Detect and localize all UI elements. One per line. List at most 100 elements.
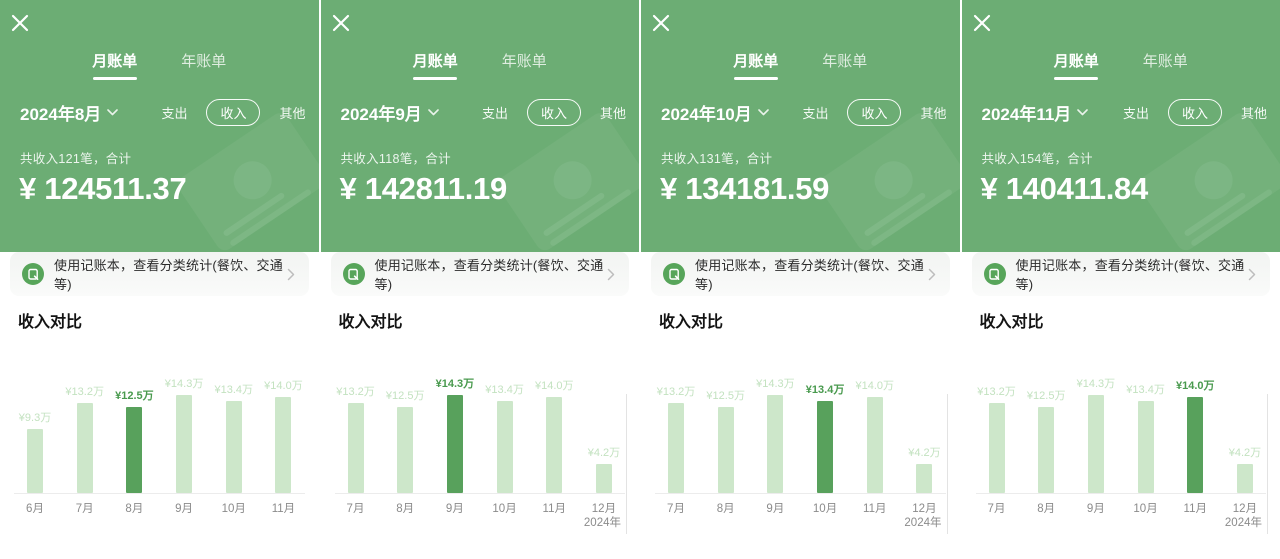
filter-other[interactable]: 其他 bbox=[599, 106, 626, 121]
close-icon[interactable] bbox=[972, 13, 992, 33]
bar: ¥14.3万 bbox=[165, 378, 203, 493]
chart-bar-group[interactable]: ¥13.2万 7月 bbox=[62, 358, 108, 515]
close-icon[interactable] bbox=[651, 13, 671, 33]
filter-other[interactable]: 其他 bbox=[1240, 106, 1267, 121]
chevron-down-icon bbox=[427, 109, 439, 116]
chart-x-axis bbox=[975, 493, 1266, 494]
bar-month-label: 10月 bbox=[1133, 503, 1158, 515]
chart-bar-group[interactable]: ¥14.3万 9月 bbox=[161, 358, 207, 515]
bar: ¥12.5万 bbox=[386, 390, 424, 493]
chevron-right-icon bbox=[287, 268, 294, 280]
month-selector[interactable]: 2024年10月 bbox=[661, 100, 769, 125]
filter-expense[interactable]: 支出 bbox=[1122, 106, 1149, 121]
chevron-right-icon bbox=[607, 268, 615, 280]
tab-monthly-bill[interactable]: 月账单 bbox=[92, 50, 137, 71]
tab-monthly-bill[interactable]: 月账单 bbox=[733, 50, 778, 71]
chevron-down-icon bbox=[757, 109, 769, 116]
chart-bar-group[interactable]: ¥13.4万 10月 bbox=[482, 358, 528, 515]
filter-income[interactable]: 收入 bbox=[1167, 99, 1222, 126]
bar-selected: ¥14.0万 bbox=[1176, 380, 1215, 493]
filter-income[interactable]: 收入 bbox=[206, 99, 261, 126]
chart-bar-group[interactable]: ¥14.3万 9月 bbox=[432, 358, 478, 515]
chart-bar-group[interactable]: ¥12.5万 8月 bbox=[1023, 358, 1069, 515]
tab-yearly-bill[interactable]: 年账单 bbox=[822, 53, 868, 70]
bar-value-label: ¥12.5万 bbox=[706, 390, 745, 403]
income-count-summary: 共收入154笔，合计 bbox=[981, 152, 1093, 166]
type-filters: 支出 收入 其他 bbox=[802, 99, 947, 126]
chart-bar-group[interactable]: ¥13.2万 7月 bbox=[974, 358, 1020, 515]
chart-bar-group[interactable]: ¥12.5万 8月 bbox=[111, 358, 157, 515]
filter-expense[interactable]: 支出 bbox=[161, 106, 188, 121]
month-selector[interactable]: 2024年9月 bbox=[341, 100, 439, 125]
tab-yearly-bill[interactable]: 年账单 bbox=[1142, 53, 1188, 70]
month-selector[interactable]: 2024年8月 bbox=[20, 100, 119, 125]
chart-bars: ¥13.2万 7月 ¥12.5万 8月 ¥14.3万 9月 ¥13.4万 10月 ¥14.0万 1… bbox=[972, 358, 1271, 515]
content-sheet: 使用记账本，查看分类统计(餐饮、交通等) 收入对比 ¥13.2万 7月 ¥12.5万… bbox=[961, 252, 1280, 559]
chart-bar-group[interactable]: ¥14.0万 11月 bbox=[852, 358, 898, 515]
income-count-summary: 共收入131笔，合计 bbox=[661, 152, 773, 166]
chart-bar-group[interactable]: ¥12.5万 8月 bbox=[703, 358, 749, 515]
filter-income[interactable]: 收入 bbox=[526, 99, 581, 126]
income-comparison-title: 收入对比 bbox=[659, 314, 724, 331]
month-selector-label: 2024年8月 bbox=[20, 105, 102, 124]
tab-yearly-bill[interactable]: 年账单 bbox=[181, 53, 227, 70]
chart-bar-group[interactable]: ¥13.4万 10月 bbox=[802, 358, 848, 515]
close-icon[interactable] bbox=[10, 13, 30, 33]
chevron-right-icon bbox=[928, 268, 935, 280]
filter-other[interactable]: 其他 bbox=[920, 106, 947, 121]
filter-expense[interactable]: 支出 bbox=[481, 106, 508, 121]
ledger-promo-banner[interactable]: 使用记账本，查看分类统计(餐饮、交通等) bbox=[330, 252, 629, 296]
tab-yearly-bill[interactable]: 年账单 bbox=[501, 53, 547, 70]
banner-text: 使用记账本，查看分类统计(餐饮、交通等) bbox=[695, 258, 924, 292]
chart-bar-group[interactable]: ¥13.4万 10月 bbox=[1123, 358, 1169, 515]
year-divider-line bbox=[946, 394, 948, 534]
tab-monthly-bill[interactable]: 月账单 bbox=[1054, 50, 1099, 71]
chart-bar-group[interactable]: ¥14.0万 11月 bbox=[260, 358, 306, 515]
filter-other[interactable]: 其他 bbox=[279, 106, 306, 121]
month-selector[interactable]: 2024年11月 bbox=[982, 100, 1089, 125]
chart-bar-group[interactable]: ¥9.3万 6月 bbox=[12, 358, 58, 515]
bar-value-label: ¥13.4万 bbox=[805, 384, 845, 397]
bar-month-label: 7月 bbox=[346, 503, 365, 515]
bar: ¥13.4万 bbox=[485, 384, 524, 493]
bar: ¥13.4万 bbox=[1126, 384, 1165, 493]
chevron-right-icon bbox=[1248, 268, 1256, 280]
bar-value-label: ¥14.3万 bbox=[164, 378, 204, 390]
total-amount: ¥ 124511.37 bbox=[19, 171, 187, 206]
chart-bar-group[interactable]: ¥13.2万 7月 bbox=[333, 358, 379, 515]
filter-income[interactable]: 收入 bbox=[847, 99, 902, 126]
ledger-promo-banner[interactable]: 使用记账本，查看分类统计(餐饮、交通等) bbox=[651, 252, 950, 296]
bar-month-label: 11月 bbox=[863, 503, 887, 515]
chart-bar-group[interactable]: ¥13.2万 7月 bbox=[653, 358, 699, 515]
bar-month-label: 11月 bbox=[271, 503, 296, 515]
chart-bar-group[interactable]: ¥14.3万 9月 bbox=[752, 358, 798, 515]
chart-bar-group[interactable]: ¥14.0万 11月 bbox=[531, 358, 577, 515]
close-icon[interactable] bbox=[331, 13, 351, 33]
chart-bar-group[interactable]: ¥4.2万 12月 bbox=[581, 358, 627, 515]
bar-value-label: ¥13.4万 bbox=[1126, 384, 1165, 397]
chart-bar-group[interactable]: ¥14.3万 9月 bbox=[1073, 358, 1119, 515]
tab-monthly-bill[interactable]: 月账单 bbox=[413, 50, 458, 71]
chart-bar-group[interactable]: ¥13.4万 10月 bbox=[211, 358, 257, 515]
chart-bar-group[interactable]: ¥4.2万 12月 bbox=[901, 358, 947, 515]
content-sheet: 使用记账本，查看分类统计(餐饮、交通等) 收入对比 ¥9.3万 6月 ¥13.2万 7… bbox=[0, 252, 319, 559]
bar-month-label: 6月 bbox=[26, 503, 44, 515]
bar-month-label: 11月 bbox=[542, 503, 566, 515]
chart-bar-group[interactable]: ¥4.2万 12月 bbox=[1222, 358, 1268, 515]
chart-bar-group[interactable]: ¥14.0万 11月 bbox=[1172, 358, 1218, 515]
income-comparison-chart: ¥13.2万 7月 ¥12.5万 8月 ¥14.3万 9月 ¥13.4万 10月 ¥14.0万 1… bbox=[651, 358, 950, 536]
bar: ¥13.2万 bbox=[336, 386, 375, 493]
bar-month-label: 7月 bbox=[987, 503, 1006, 515]
chart-bar-group[interactable]: ¥12.5万 8月 bbox=[382, 358, 428, 515]
ledger-promo-banner[interactable]: 使用记账本，查看分类统计(餐饮、交通等) bbox=[971, 252, 1270, 296]
bar-value-label: ¥14.3万 bbox=[756, 378, 795, 390]
income-count-summary: 共收入118笔，合计 bbox=[340, 152, 451, 166]
year-label: 2024年 bbox=[904, 517, 942, 529]
bar-month-label: 10月 bbox=[812, 503, 838, 515]
bill-header: 月账单 年账单 2024年11月 支出 收入 其他 共收入154笔，合计 ¥ 1… bbox=[961, 0, 1280, 252]
ledger-promo-banner[interactable]: 使用记账本，查看分类统计(餐饮、交通等) bbox=[10, 252, 309, 296]
banner-text: 使用记账本，查看分类统计(餐饮、交通等) bbox=[1015, 258, 1245, 292]
filter-expense[interactable]: 支出 bbox=[802, 106, 829, 121]
bar-month-label: 9月 bbox=[766, 503, 785, 515]
bar-month-label: 10月 bbox=[221, 503, 246, 515]
